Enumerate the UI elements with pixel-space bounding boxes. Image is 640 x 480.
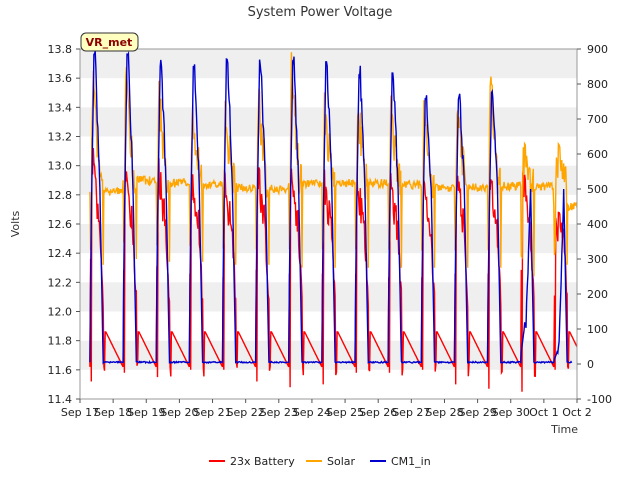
y-tick-label-left: 11.4: [48, 393, 73, 406]
y-tick-label-left: 13.8: [48, 43, 73, 56]
series-line-solar: [89, 52, 577, 277]
series-line-23x-battery: [89, 137, 577, 392]
y-tick-label-right: 0: [587, 358, 594, 371]
grid-band: [80, 165, 577, 195]
y-tick-label-left: 12.4: [48, 247, 73, 260]
y-tick-label-left: 13.4: [48, 101, 73, 114]
x-tick-label: Sep 26: [359, 406, 397, 419]
series-line-cm1-in: [89, 50, 573, 365]
x-tick-label: Sep 17: [61, 406, 99, 419]
y-tick-label-right: 300: [587, 253, 608, 266]
x-axis-label: Time: [550, 423, 578, 436]
y-tick-label-left: 13.0: [48, 160, 73, 173]
y-tick-label-left: 13.6: [48, 72, 73, 85]
y-tick-label-left: 11.6: [48, 364, 73, 377]
x-tick-label: Sep 19: [127, 406, 165, 419]
station-badge-label: VR_met: [86, 36, 133, 49]
x-tick-label: Sep 24: [293, 406, 331, 419]
x-tick-label: Sep 25: [326, 406, 364, 419]
x-tick-label: Sep 23: [260, 406, 298, 419]
y-tick-label-left: 13.2: [48, 131, 73, 144]
x-tick-label: Sep 18: [94, 406, 132, 419]
y-tick-label-right: 500: [587, 183, 608, 196]
y-tick-label-right: 900: [587, 43, 608, 56]
y-tick-label-right: 100: [587, 323, 608, 336]
grid-band: [80, 224, 577, 254]
grid-band: [80, 107, 577, 137]
y-tick-label-right: 800: [587, 78, 608, 91]
x-tick-label: Sep 27: [392, 406, 430, 419]
x-tick-label: Sep 28: [425, 406, 463, 419]
x-tick-label: Sep 20: [160, 406, 198, 419]
y-tick-label-left: 12.8: [48, 189, 73, 202]
y-tick-label-right: 700: [587, 113, 608, 126]
y-tick-label-right: 600: [587, 148, 608, 161]
chart-title: System Power Voltage: [248, 5, 393, 20]
y-tick-label-right: 400: [587, 218, 608, 231]
grid-band: [80, 282, 577, 312]
x-tick-label: Sep 30: [492, 406, 530, 419]
x-tick-label: Sep 29: [458, 406, 496, 419]
x-tick-label: Sep 22: [227, 406, 265, 419]
y-tick-label-left: 12.6: [48, 218, 73, 231]
legend-label: Solar: [327, 455, 356, 468]
y-tick-label-right: -100: [587, 393, 612, 406]
y-tick-label-right: 200: [587, 288, 608, 301]
legend-label: 23x Battery: [230, 455, 295, 468]
y-tick-label-left: 12.2: [48, 276, 73, 289]
y-tick-label-left: 12.0: [48, 306, 73, 319]
grid-band: [80, 340, 577, 370]
y-axis-label: Volts: [9, 210, 22, 237]
x-tick-label: Oct 1: [529, 406, 559, 419]
station-badge: [80, 32, 139, 52]
legend-label: CM1_in: [391, 455, 431, 468]
x-tick-label: Sep 21: [193, 406, 231, 419]
grid-band: [80, 49, 577, 79]
y-tick-label-left: 11.8: [48, 335, 73, 348]
x-tick-label: Oct 2: [562, 406, 592, 419]
